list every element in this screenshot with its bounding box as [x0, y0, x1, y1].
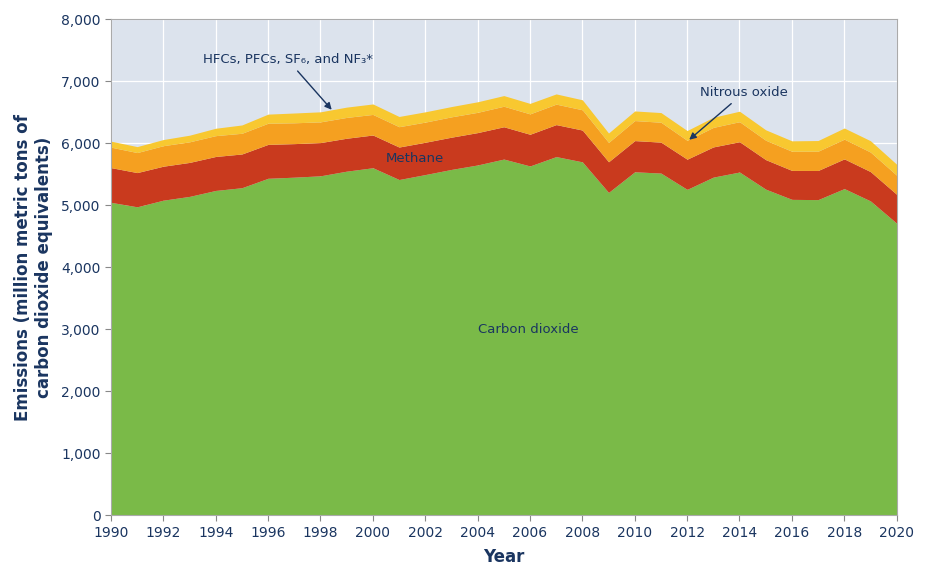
- X-axis label: Year: Year: [483, 548, 524, 566]
- Text: Methane: Methane: [386, 152, 444, 165]
- Y-axis label: Emissions (million metric tons of
carbon dioxide equivalents): Emissions (million metric tons of carbon…: [14, 114, 53, 421]
- Text: Carbon dioxide: Carbon dioxide: [477, 323, 578, 336]
- Text: Nitrous oxide: Nitrous oxide: [690, 86, 787, 139]
- Text: HFCs, PFCs, SF₆, and NF₃*: HFCs, PFCs, SF₆, and NF₃*: [202, 53, 373, 108]
